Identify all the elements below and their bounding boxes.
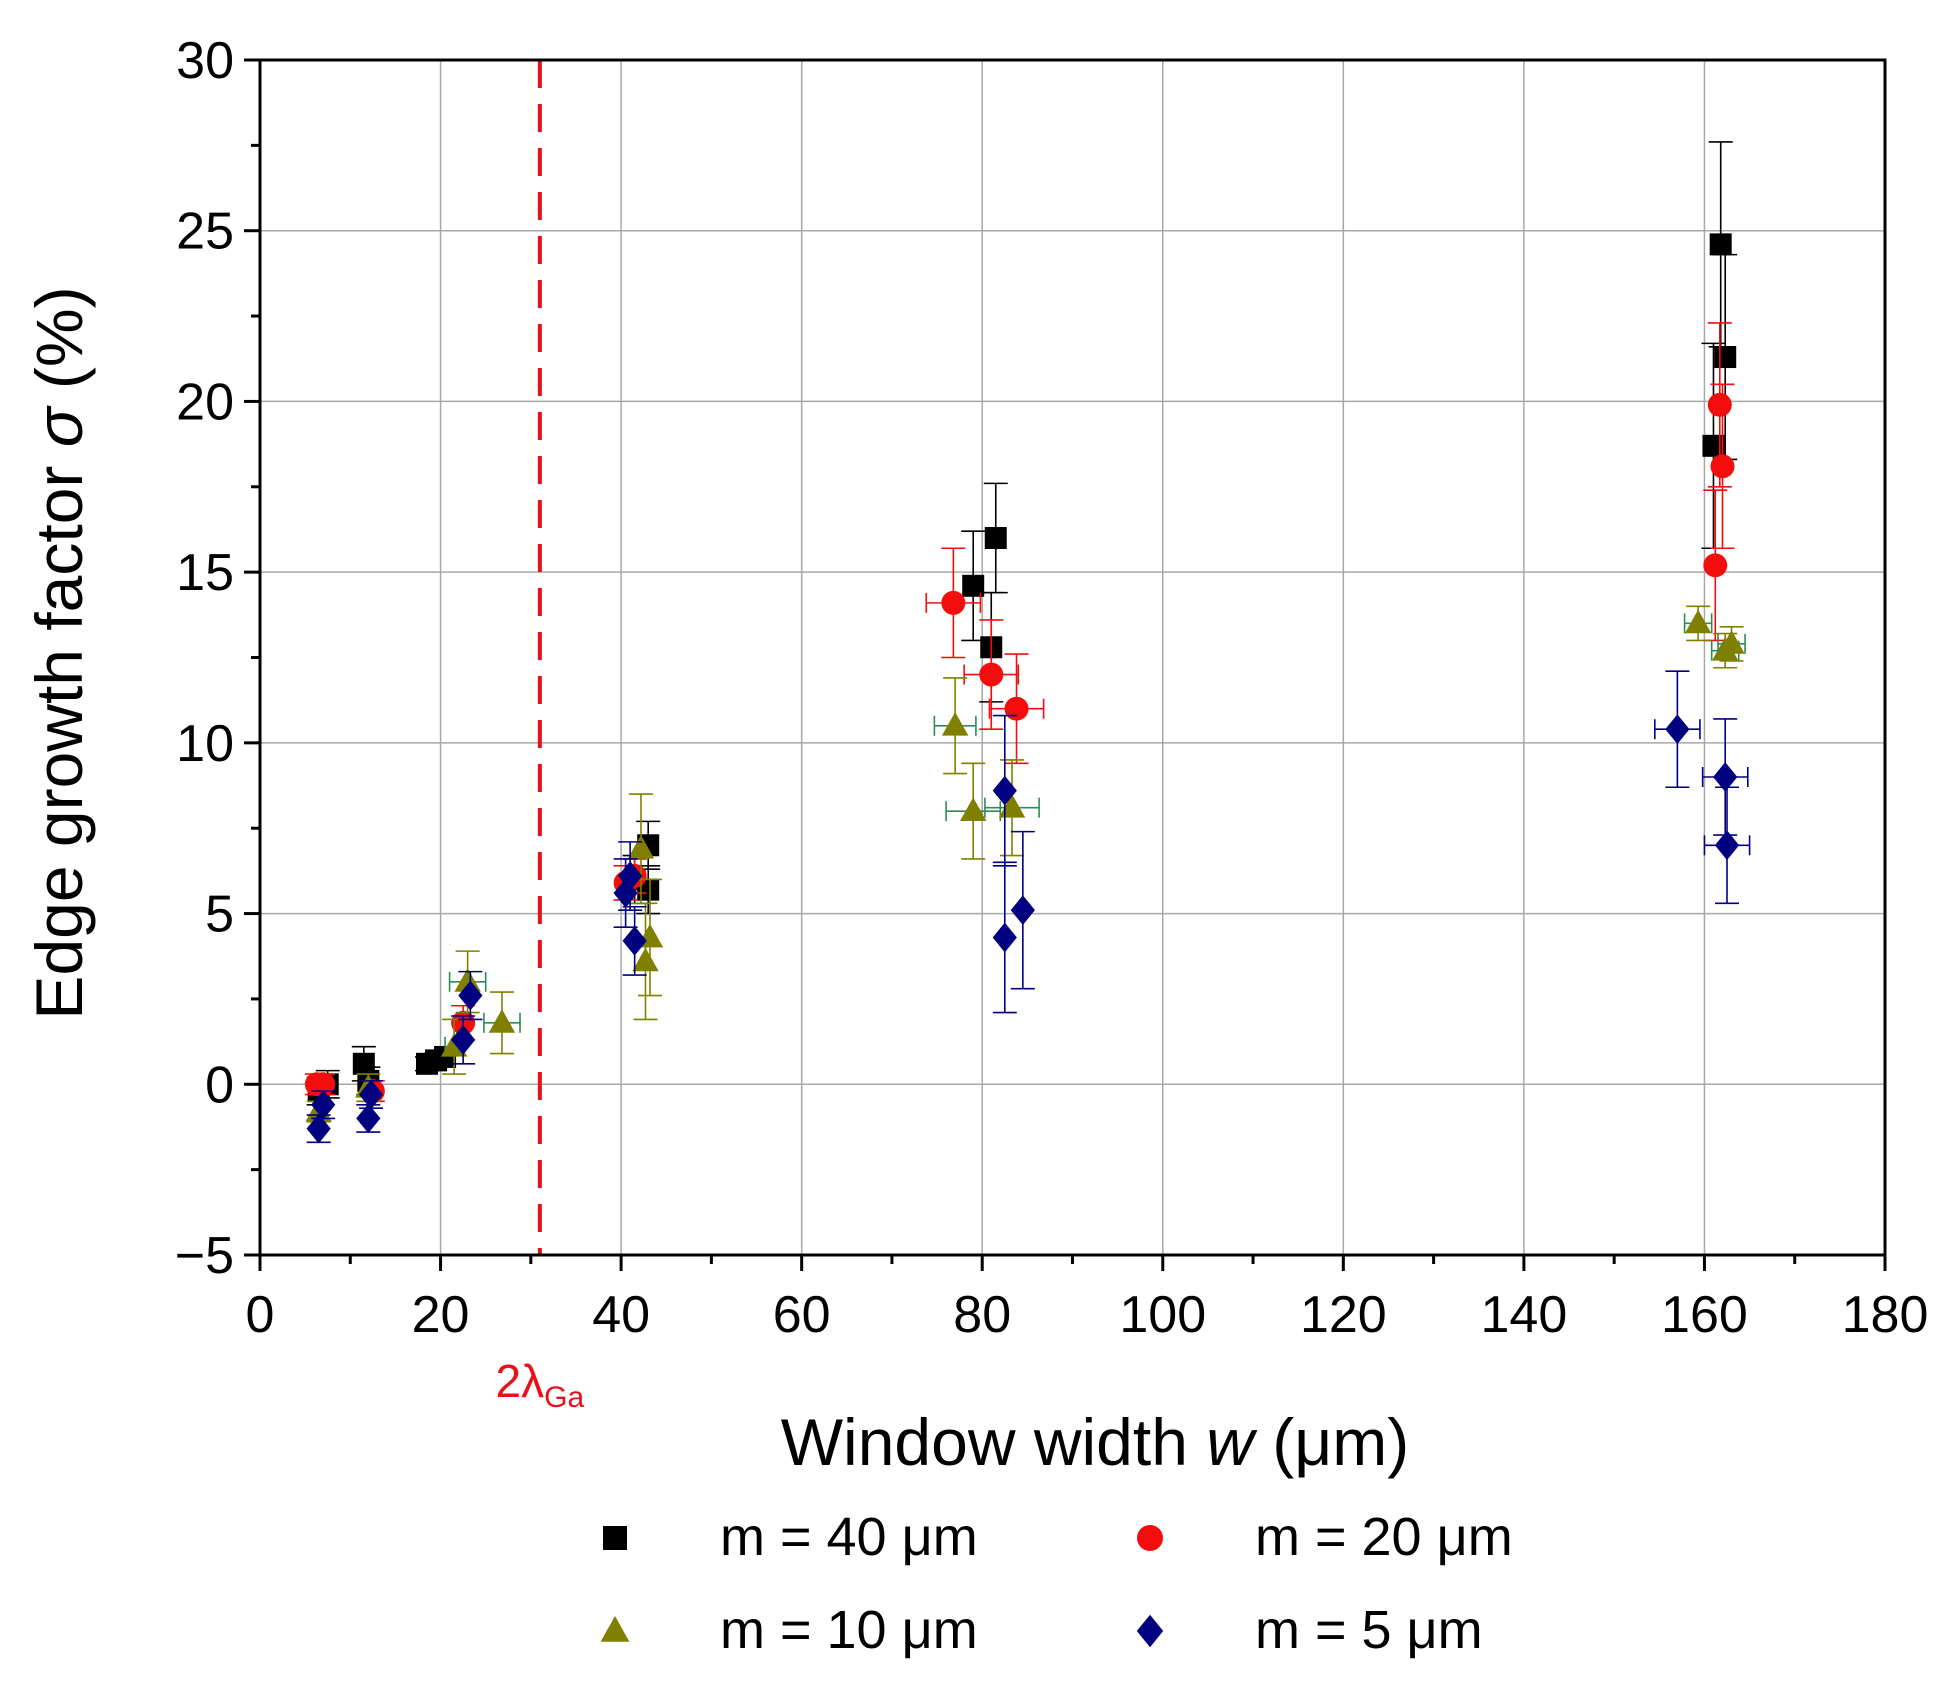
- data-point: [1707, 392, 1732, 417]
- data-point: [1714, 830, 1740, 861]
- plot-frame: [258, 58, 1887, 1257]
- data-point: [352, 1052, 375, 1075]
- legend-marker: [1136, 1614, 1164, 1648]
- y-tick-label: 30: [176, 32, 234, 90]
- legend-marker: [603, 1526, 627, 1550]
- y-tick-label: 15: [176, 544, 234, 602]
- data-point: [1010, 895, 1035, 926]
- y-tick-label: 20: [176, 373, 234, 431]
- legend-item: m = 5 μm: [1136, 1600, 1483, 1660]
- data-point: [311, 1072, 336, 1097]
- data-point: [632, 947, 659, 972]
- data-point: [1702, 434, 1725, 457]
- data-point: [1714, 346, 1737, 369]
- data-point: [306, 1113, 331, 1144]
- legend-label: m = 10 μm: [720, 1600, 978, 1660]
- data-point: [1710, 454, 1735, 479]
- data-point: [1665, 714, 1690, 745]
- y-axis-label: Edge growth factor σ (%): [22, 286, 96, 1019]
- data-point: [311, 1089, 336, 1120]
- data-point: [488, 1009, 516, 1033]
- x-tick-label: 180: [1842, 1286, 1929, 1344]
- legend-label: m = 40 μm: [720, 1507, 978, 1567]
- y-tick-label: −5: [175, 1227, 234, 1285]
- data-point: [1684, 609, 1712, 634]
- x-tick-label: 160: [1661, 1286, 1748, 1344]
- grid: [260, 60, 1885, 1255]
- legend-label: m = 20 μm: [1255, 1507, 1513, 1567]
- data-point: [962, 574, 985, 597]
- x-tick-label: 140: [1481, 1286, 1568, 1344]
- data-point: [992, 922, 1017, 953]
- x-tick-label: 100: [1119, 1286, 1206, 1344]
- x-tick-label: 80: [953, 1286, 1011, 1344]
- data-point: [618, 861, 643, 891]
- legend-item: m = 20 μm: [1137, 1507, 1513, 1567]
- legend: m = 40 μm m = 20 μm m = 10 μm m = 5 μm: [600, 1507, 1513, 1660]
- y-tick-label: 25: [176, 203, 234, 261]
- data-point: [1709, 233, 1732, 256]
- data-point: [979, 662, 1004, 687]
- data-point: [622, 926, 647, 956]
- data-marks: [304, 141, 1751, 1144]
- data-point: [627, 834, 655, 859]
- data-point: [451, 1025, 476, 1055]
- x-tick-label: 60: [773, 1286, 831, 1344]
- legend-label: m = 5 μm: [1255, 1600, 1483, 1660]
- data-point: [1718, 630, 1745, 654]
- data-point: [1703, 553, 1728, 578]
- y-tick-label: 10: [176, 715, 234, 773]
- legend-marker: [600, 1616, 630, 1642]
- series-circle: [304, 322, 1735, 1104]
- data-point: [358, 1079, 384, 1110]
- x-tick-label: 120: [1300, 1286, 1387, 1344]
- legend-item: m = 40 μm: [603, 1507, 978, 1567]
- data-point: [959, 797, 987, 822]
- data-point: [941, 590, 966, 615]
- data-point: [941, 712, 969, 736]
- data-point: [992, 775, 1017, 806]
- x-tick-label: 20: [412, 1286, 470, 1344]
- series-triangle: [305, 605, 1746, 1123]
- legend-item: m = 10 μm: [600, 1600, 978, 1660]
- y-tick-label: 5: [205, 886, 234, 944]
- x-tick-label: 0: [246, 1286, 275, 1344]
- data-point: [1004, 696, 1029, 721]
- x-tick-label: 40: [592, 1286, 650, 1344]
- series-diamond: [306, 670, 1751, 1144]
- series-square: [306, 141, 1738, 1106]
- reference-line-label: 2λGa: [496, 1355, 585, 1414]
- x-axis-label: Window width w (μm): [781, 1405, 1409, 1479]
- data-point: [458, 980, 483, 1011]
- y-tick-label: 0: [205, 1056, 234, 1114]
- legend-marker: [1137, 1525, 1163, 1551]
- data-point: [356, 1103, 381, 1134]
- data-point: [1713, 762, 1738, 792]
- data-point: [984, 527, 1007, 549]
